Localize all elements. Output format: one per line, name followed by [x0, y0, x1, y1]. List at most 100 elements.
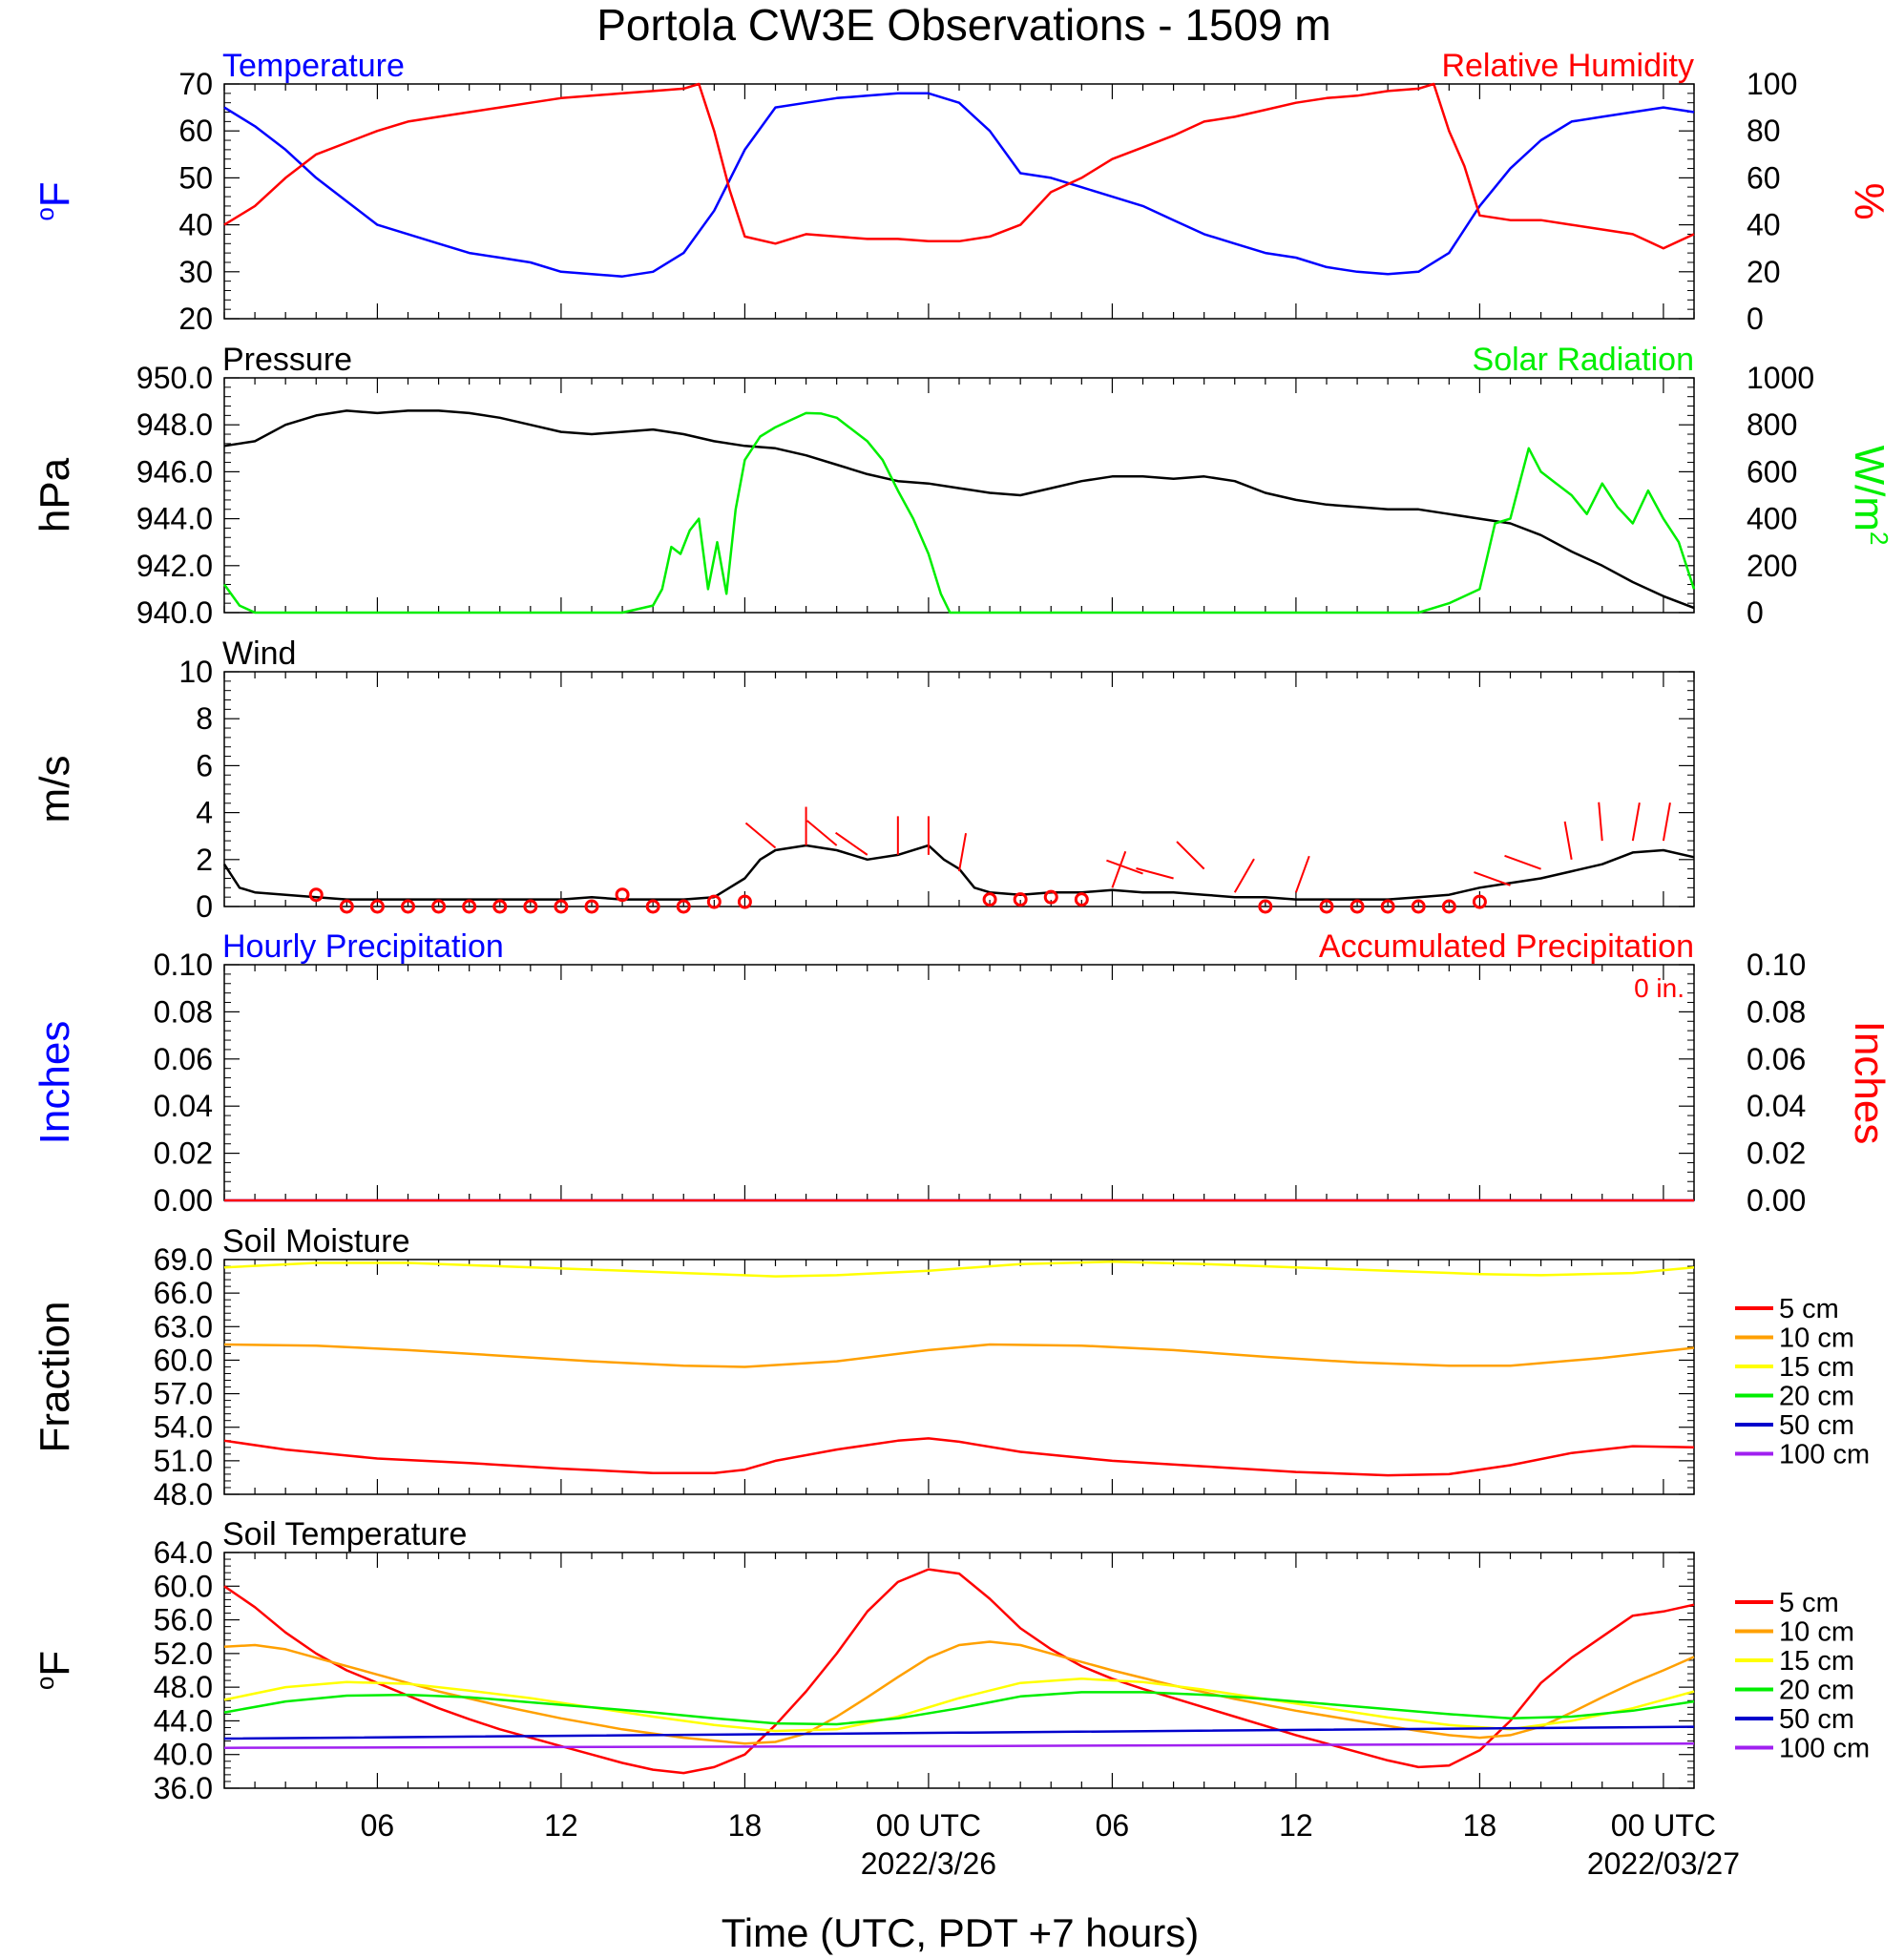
y-tick-label-right: 800: [1747, 407, 1797, 442]
x-tick-date-label: 2022/03/27: [1587, 1846, 1740, 1881]
y-axis-label-left: Fraction: [31, 1302, 78, 1453]
y-tick-label-right: 200: [1747, 549, 1797, 583]
y-tick-label-right: 40: [1747, 208, 1781, 242]
y-tick-label-left: 69.0: [154, 1242, 213, 1277]
wind-calm-marker: [308, 887, 324, 903]
x-tick-label: 06: [1096, 1808, 1130, 1843]
wind-barb: [958, 833, 968, 872]
wind-barb: [1136, 867, 1174, 880]
wind-barb: [1294, 855, 1310, 893]
figure-title: Portola CW3E Observations - 1509 m: [596, 0, 1331, 50]
y-axis-label-left: Inches: [31, 1021, 78, 1145]
y-axis-label-right: W/m2: [1846, 446, 1894, 546]
wind-barb: [806, 820, 838, 846]
y-tick-label-right: 0.06: [1747, 1042, 1806, 1076]
series-line-temperature: [223, 92, 1695, 278]
y-tick-label-right: 0: [1747, 302, 1764, 336]
panel-wind: 0 2 4 6 8 10 Wind m/s: [31, 636, 1695, 924]
wind-calm-marker: [706, 894, 722, 909]
panel-title-left: Hourly Precipitation: [222, 928, 504, 965]
y-tick-label-left: 946.0: [136, 454, 213, 489]
y-tick-label-left: 942.0: [136, 549, 213, 583]
wind-barb: [1474, 871, 1511, 886]
y-tick-label-left: 70: [178, 67, 213, 101]
y-axis-label-right: Inches: [1846, 1021, 1893, 1145]
y-tick-label-left: 0.04: [154, 1089, 213, 1123]
unit-text: W/m: [1846, 446, 1893, 531]
unit-text: F: [31, 1651, 78, 1677]
x-tick-label: 00 UTC: [1611, 1808, 1716, 1843]
wind-barb: [1563, 821, 1573, 860]
legend-label: 20 cm: [1779, 1382, 1854, 1412]
panel-frame: [223, 83, 1695, 320]
panel-pressure_solar: 940.0 942.0 944.0 946.0 948.0 950.0 0 200 400 600…: [31, 342, 1894, 630]
y-tick-label-left: 0.00: [154, 1183, 213, 1218]
wind-calm-marker: [369, 899, 385, 914]
x-tick-label: 12: [544, 1808, 578, 1843]
wind-calm-marker: [1380, 899, 1395, 914]
y-tick-label-right: 400: [1747, 502, 1797, 536]
wind-calm-marker: [676, 899, 691, 914]
y-tick-label-left: 8: [196, 701, 213, 736]
y-tick-label-left: 40: [178, 208, 213, 242]
y-tick-label-left: 940.0: [136, 595, 213, 630]
panel-title-left: Temperature: [222, 48, 405, 84]
wind-calm-marker: [1319, 899, 1334, 914]
legend-label: 5 cm: [1779, 1588, 1839, 1618]
wind-barb: [1111, 850, 1127, 888]
series-line-15-cm: [223, 1678, 1695, 1733]
wind-calm-marker: [1350, 899, 1365, 914]
legend-label: 15 cm: [1779, 1352, 1854, 1383]
y-tick-label-left: 60: [178, 114, 213, 148]
x-tick-label: 18: [1463, 1808, 1497, 1843]
y-tick-label-left: 36.0: [154, 1771, 213, 1805]
y-tick-label-left: 944.0: [136, 502, 213, 536]
y-tick-label-right: 0.08: [1747, 994, 1806, 1029]
wind-barb: [1662, 802, 1671, 842]
y-tick-label-left: 51.0: [154, 1444, 213, 1478]
wind-calm-marker: [584, 899, 599, 914]
y-tick-label-left: 948.0: [136, 407, 213, 442]
panel-frame: [223, 377, 1695, 614]
y-axis-label-right: %: [1846, 182, 1893, 219]
y-tick-label-right: 0.04: [1747, 1089, 1806, 1123]
y-tick-label-left: 56.0: [154, 1603, 213, 1637]
panel-title-right: Relative Humidity: [1441, 48, 1694, 84]
y-tick-label-right: 1000: [1747, 361, 1814, 395]
y-tick-label-left: 63.0: [154, 1309, 213, 1344]
legend-label: 100 cm: [1779, 1440, 1870, 1470]
series-line-relative-humidity: [223, 82, 1695, 250]
y-tick-label-right: 60: [1747, 160, 1781, 195]
wind-calm-marker: [645, 899, 660, 914]
unit-text: F: [31, 181, 78, 207]
y-tick-label-left: 57.0: [154, 1377, 213, 1411]
panel-soil_temperature: 36.040.044.048.052.056.060.064.0 Soil Tem…: [31, 1516, 1870, 1881]
y-tick-label-right: 0: [1747, 595, 1764, 630]
y-tick-label-right: 100: [1747, 67, 1797, 101]
y-tick-label-left: 44.0: [154, 1703, 213, 1738]
y-tick-label-left: 50: [178, 160, 213, 195]
x-axis-label: Time (UTC, PDT +7 hours): [722, 1910, 1200, 1955]
wind-calm-marker: [1472, 894, 1487, 909]
series-line-15-cm: [223, 1261, 1695, 1278]
x-tick-label: 12: [1279, 1808, 1313, 1843]
y-axis-label-left: hPa: [31, 457, 78, 532]
panel-title-right: Accumulated Precipitation: [1319, 928, 1694, 965]
wind-barb: [835, 831, 868, 856]
wind-calm-marker: [523, 899, 538, 914]
y-tick-label-right: 20: [1747, 255, 1781, 289]
panel-title-left: Wind: [222, 636, 296, 672]
series-line-10-cm: [223, 1640, 1695, 1745]
y-tick-label-left: 0.10: [154, 948, 213, 982]
wind-barb: [1106, 859, 1143, 875]
series-line-10-cm: [223, 1343, 1695, 1368]
y-tick-label-left: 40.0: [154, 1738, 213, 1772]
wind-calm-marker: [554, 899, 569, 914]
legend-label: 15 cm: [1779, 1646, 1854, 1677]
y-tick-label-left: 0: [196, 889, 213, 924]
wind-calm-marker: [615, 887, 630, 903]
y-tick-label-left: 0.08: [154, 994, 213, 1029]
series-line-5-cm: [223, 1437, 1695, 1477]
wind-barb: [1176, 841, 1205, 870]
